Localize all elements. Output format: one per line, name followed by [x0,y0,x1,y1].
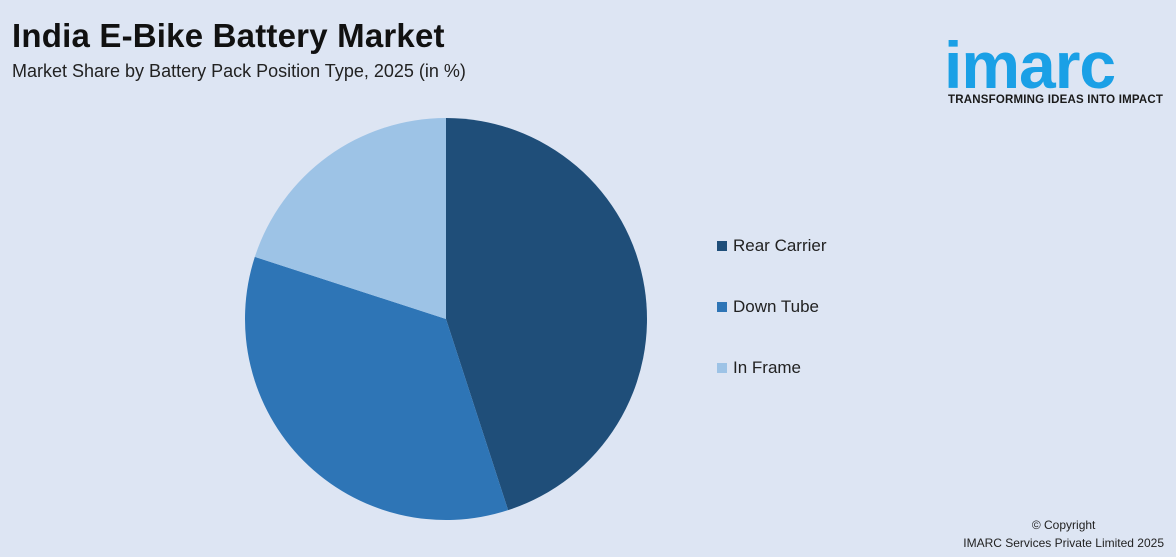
legend-swatch-in-frame [717,363,727,373]
copyright-line-1: © Copyright [1031,518,1096,532]
chart-title: India E-Bike Battery Market [12,17,445,54]
legend-label-down-tube: Down Tube [733,297,819,316]
pie-slice-in-frame [254,118,446,319]
imarc-logo: imarc TRANSFORMING IDEAS INTO IMPACT [940,10,1172,110]
legend-item-down-tube: Down Tube [717,295,827,319]
imarc-logo-wordmark: imarc [944,28,1116,94]
chart-subtitle: Market Share by Battery Pack Position Ty… [12,61,466,81]
pie-chart [245,118,647,520]
pie-slice-down-tube [245,256,509,520]
logo-tagline: TRANSFORMING IDEAS INTO IMPACT [948,94,1164,106]
legend-item-rear-carrier: Rear Carrier [717,234,827,258]
logo-wordmark-text: imarc [944,28,1115,94]
pie-slices [245,118,647,520]
legend-item-in-frame: In Frame [717,356,827,380]
copyright-notice: © Copyright IMARC Services Private Limit… [963,516,1164,552]
copyright-line-2: IMARC Services Private Limited 2025 [963,536,1164,550]
pie-slice-rear-carrier [446,118,647,511]
legend-label-rear-carrier: Rear Carrier [733,236,827,255]
legend-swatch-rear-carrier [717,241,727,251]
legend-label-in-frame: In Frame [733,358,802,377]
chart-legend: Rear Carrier Down Tube In Frame [717,234,827,417]
legend-swatch-down-tube [717,302,727,312]
